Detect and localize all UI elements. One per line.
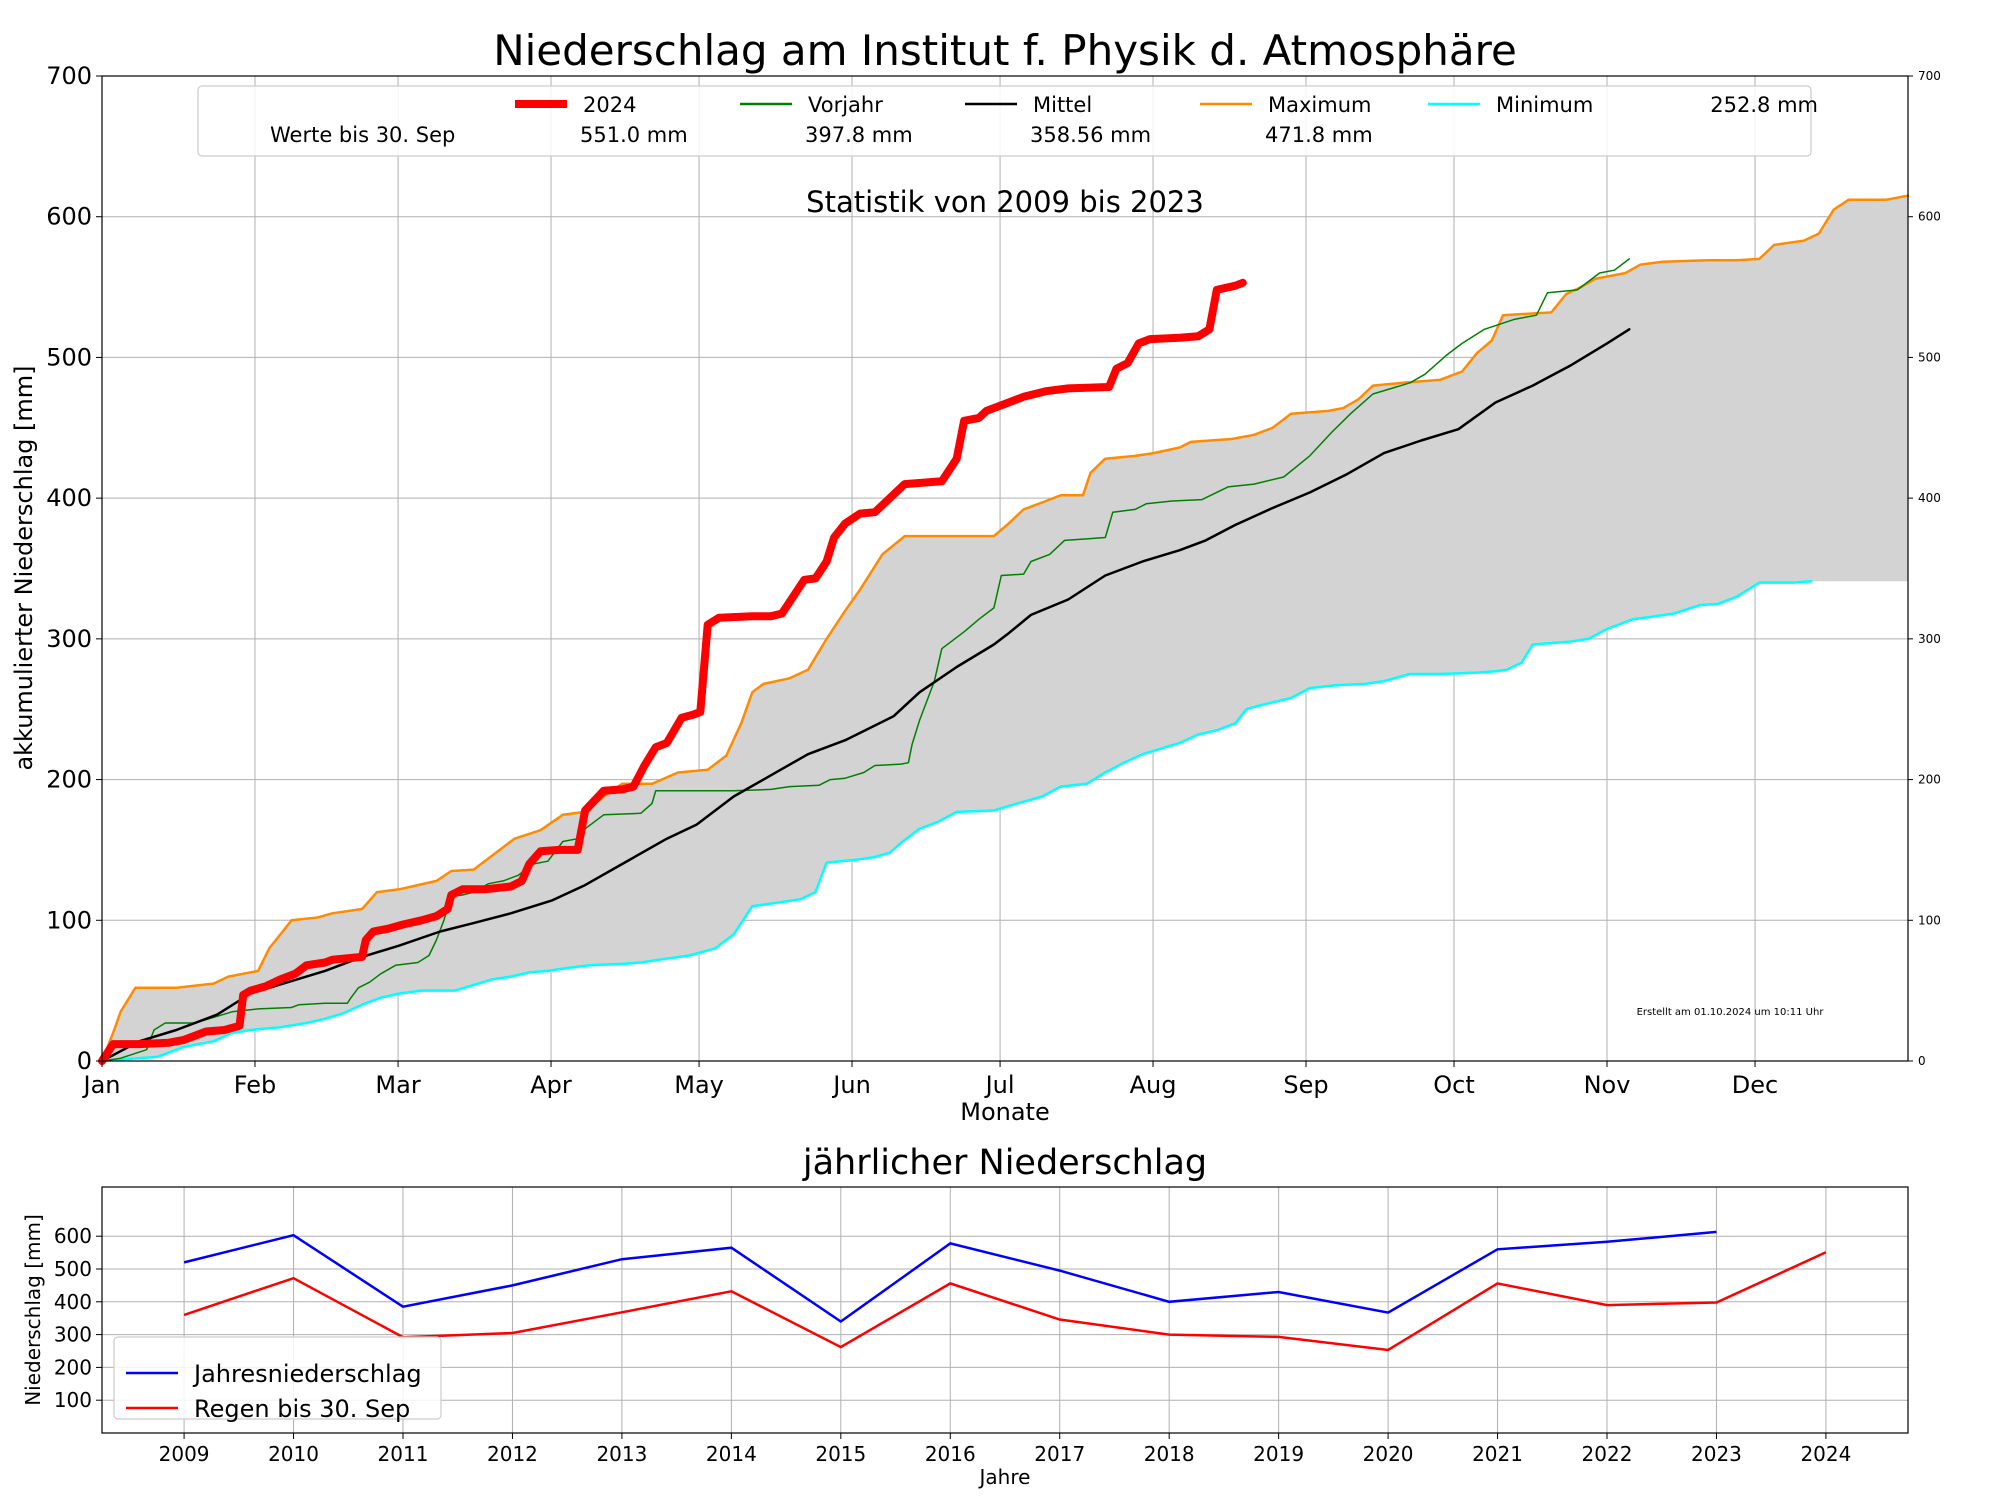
yearly-chart-ticks: 2009 2010 2011 2012 2013 2014 2015 2016 2017 2018… — [54, 1224, 1852, 1466]
yearly-chart-xlabel: Jahre — [978, 1465, 1031, 1489]
legend-2024-value: 551.0 mm — [580, 123, 688, 147]
y-tick-label: 200 — [46, 766, 92, 794]
main-chart-ylabel: akkumulierter Niederschlag [mm] — [10, 365, 38, 770]
series-mittel-line — [100, 328, 1631, 1063]
year-tick-label: 2024 — [1800, 1442, 1851, 1466]
year-tick-label: 2015 — [815, 1442, 866, 1466]
y-right-tick-label: 700 — [1918, 69, 1941, 83]
series-vorjahr-line — [101, 258, 1631, 1062]
legend-2024-label: 2024 — [583, 93, 636, 117]
main-legend: Werte bis 30. Sep 2024 551.0 mm Vorjahr 397… — [197, 85, 1818, 157]
month-tick-label: Feb — [234, 1071, 277, 1099]
year-tick-label: 2016 — [925, 1442, 976, 1466]
legend-vorjahr-value: 397.8 mm — [805, 123, 913, 147]
yearly-chart-frame — [101, 1186, 1909, 1434]
month-tick-label: Nov — [1584, 1071, 1631, 1099]
legend-items: 2024 551.0 mm Vorjahr 397.8 mm Mittel 358.56 … — [515, 93, 1818, 147]
year-tick-label: 2020 — [1363, 1442, 1414, 1466]
y-tick-label: 700 — [46, 62, 92, 90]
y-tick-label: 300 — [46, 625, 92, 653]
month-tick-label: Jul — [984, 1071, 1015, 1099]
legend-regen-label: Regen bis 30. Sep — [194, 1395, 410, 1423]
yearly-chart-lines — [183, 1230, 1827, 1352]
main-chart-title: Niederschlag am Institut f. Physik d. At… — [493, 26, 1517, 75]
legend-vorjahr-label: Vorjahr — [808, 93, 883, 117]
main-chart-frame — [101, 75, 1909, 1062]
y-tick-label: 0 — [77, 1047, 92, 1075]
year-tick-label: 2023 — [1691, 1442, 1742, 1466]
y-right-tick-label: 500 — [1918, 350, 1941, 364]
y-tick-label: 500 — [46, 343, 92, 371]
legend-mittel-value: 358.56 mm — [1030, 123, 1151, 147]
month-tick-label: Aug — [1130, 1071, 1177, 1099]
legend-mittel-label: Mittel — [1033, 93, 1092, 117]
yearly-chart-ylabel: Niederschlag [mm] — [21, 1214, 45, 1406]
yearly-y-tick-label: 400 — [54, 1290, 92, 1314]
y-right-tick-label: 600 — [1918, 210, 1941, 224]
legend-minimum-value: 252.8 mm — [1710, 93, 1818, 117]
main-chart-lines — [98, 194, 1910, 1065]
main-chart-subtitle: Statistik von 2009 bis 2023 — [806, 185, 1204, 219]
month-tick-label: Mar — [375, 1071, 420, 1099]
yearly-y-tick-label: 200 — [54, 1355, 92, 1379]
y-tick-label: 100 — [46, 906, 92, 934]
year-tick-label: 2010 — [268, 1442, 319, 1466]
legend-maximum-label: Maximum — [1268, 93, 1371, 117]
y-right-tick-label: 100 — [1918, 913, 1941, 927]
yearly-y-tick-label: 600 — [54, 1224, 92, 1248]
month-tick-label: Jun — [831, 1071, 871, 1099]
jahresniederschlag-line — [183, 1230, 1717, 1324]
legend-caption: Werte bis 30. Sep — [270, 123, 455, 147]
series-2024-line — [98, 278, 1247, 1065]
month-tick-label: May — [674, 1071, 724, 1099]
y-tick-label: 600 — [46, 203, 92, 231]
main-chart-xlabel: Monate — [960, 1098, 1049, 1126]
regen-bis-30-sep-line — [183, 1251, 1827, 1352]
main-chart-ticks: Jan Feb Mar Apr May Jun Jul Aug Sep Oct Nov Dec 0 0 10… — [46, 62, 1941, 1099]
year-tick-label: 2019 — [1253, 1442, 1304, 1466]
month-tick-label: Apr — [530, 1071, 572, 1099]
y-tick-label: 400 — [46, 484, 92, 512]
year-tick-label: 2022 — [1582, 1442, 1633, 1466]
y-right-tick-label: 200 — [1918, 773, 1941, 787]
y-right-tick-label: 300 — [1918, 632, 1941, 646]
year-tick-label: 2018 — [1144, 1442, 1195, 1466]
month-tick-label: Jan — [82, 1071, 121, 1099]
yearly-legend: Jahresniederschlag Regen bis 30. Sep — [113, 1336, 442, 1423]
y-right-tick-label: 400 — [1918, 491, 1941, 505]
year-tick-label: 2011 — [378, 1442, 429, 1466]
series-minimum-line — [100, 579, 1813, 1063]
creation-annotation: Erstellt am 01.10.2024 um 10:11 Uhr — [1637, 1007, 1825, 1018]
year-tick-label: 2014 — [706, 1442, 757, 1466]
main-legend-box — [197, 85, 1812, 157]
month-tick-label: Sep — [1283, 1071, 1328, 1099]
yearly-legend-items: Jahresniederschlag Regen bis 30. Sep — [126, 1360, 422, 1423]
year-tick-label: 2017 — [1034, 1442, 1085, 1466]
yearly-y-tick-label: 100 — [54, 1388, 92, 1412]
year-tick-label: 2012 — [487, 1442, 538, 1466]
yearly-y-tick-label: 300 — [54, 1323, 92, 1347]
min-max-band — [102, 195, 1908, 1062]
y-right-tick-label: 0 — [1918, 1054, 1926, 1068]
month-tick-label: Oct — [1433, 1071, 1475, 1099]
yearly-y-tick-label: 500 — [54, 1257, 92, 1281]
legend-jahresniederschlag-label: Jahresniederschlag — [192, 1360, 422, 1388]
yearly-chart-title: jährlicher Niederschlag — [802, 1143, 1207, 1183]
yearly-legend-box — [113, 1336, 442, 1420]
year-tick-label: 2009 — [159, 1442, 210, 1466]
year-tick-label: 2021 — [1472, 1442, 1523, 1466]
legend-minimum-label: Minimum — [1496, 93, 1593, 117]
year-tick-label: 2013 — [596, 1442, 647, 1466]
legend-maximum-value: 471.8 mm — [1265, 123, 1373, 147]
month-tick-label: Dec — [1732, 1071, 1778, 1099]
